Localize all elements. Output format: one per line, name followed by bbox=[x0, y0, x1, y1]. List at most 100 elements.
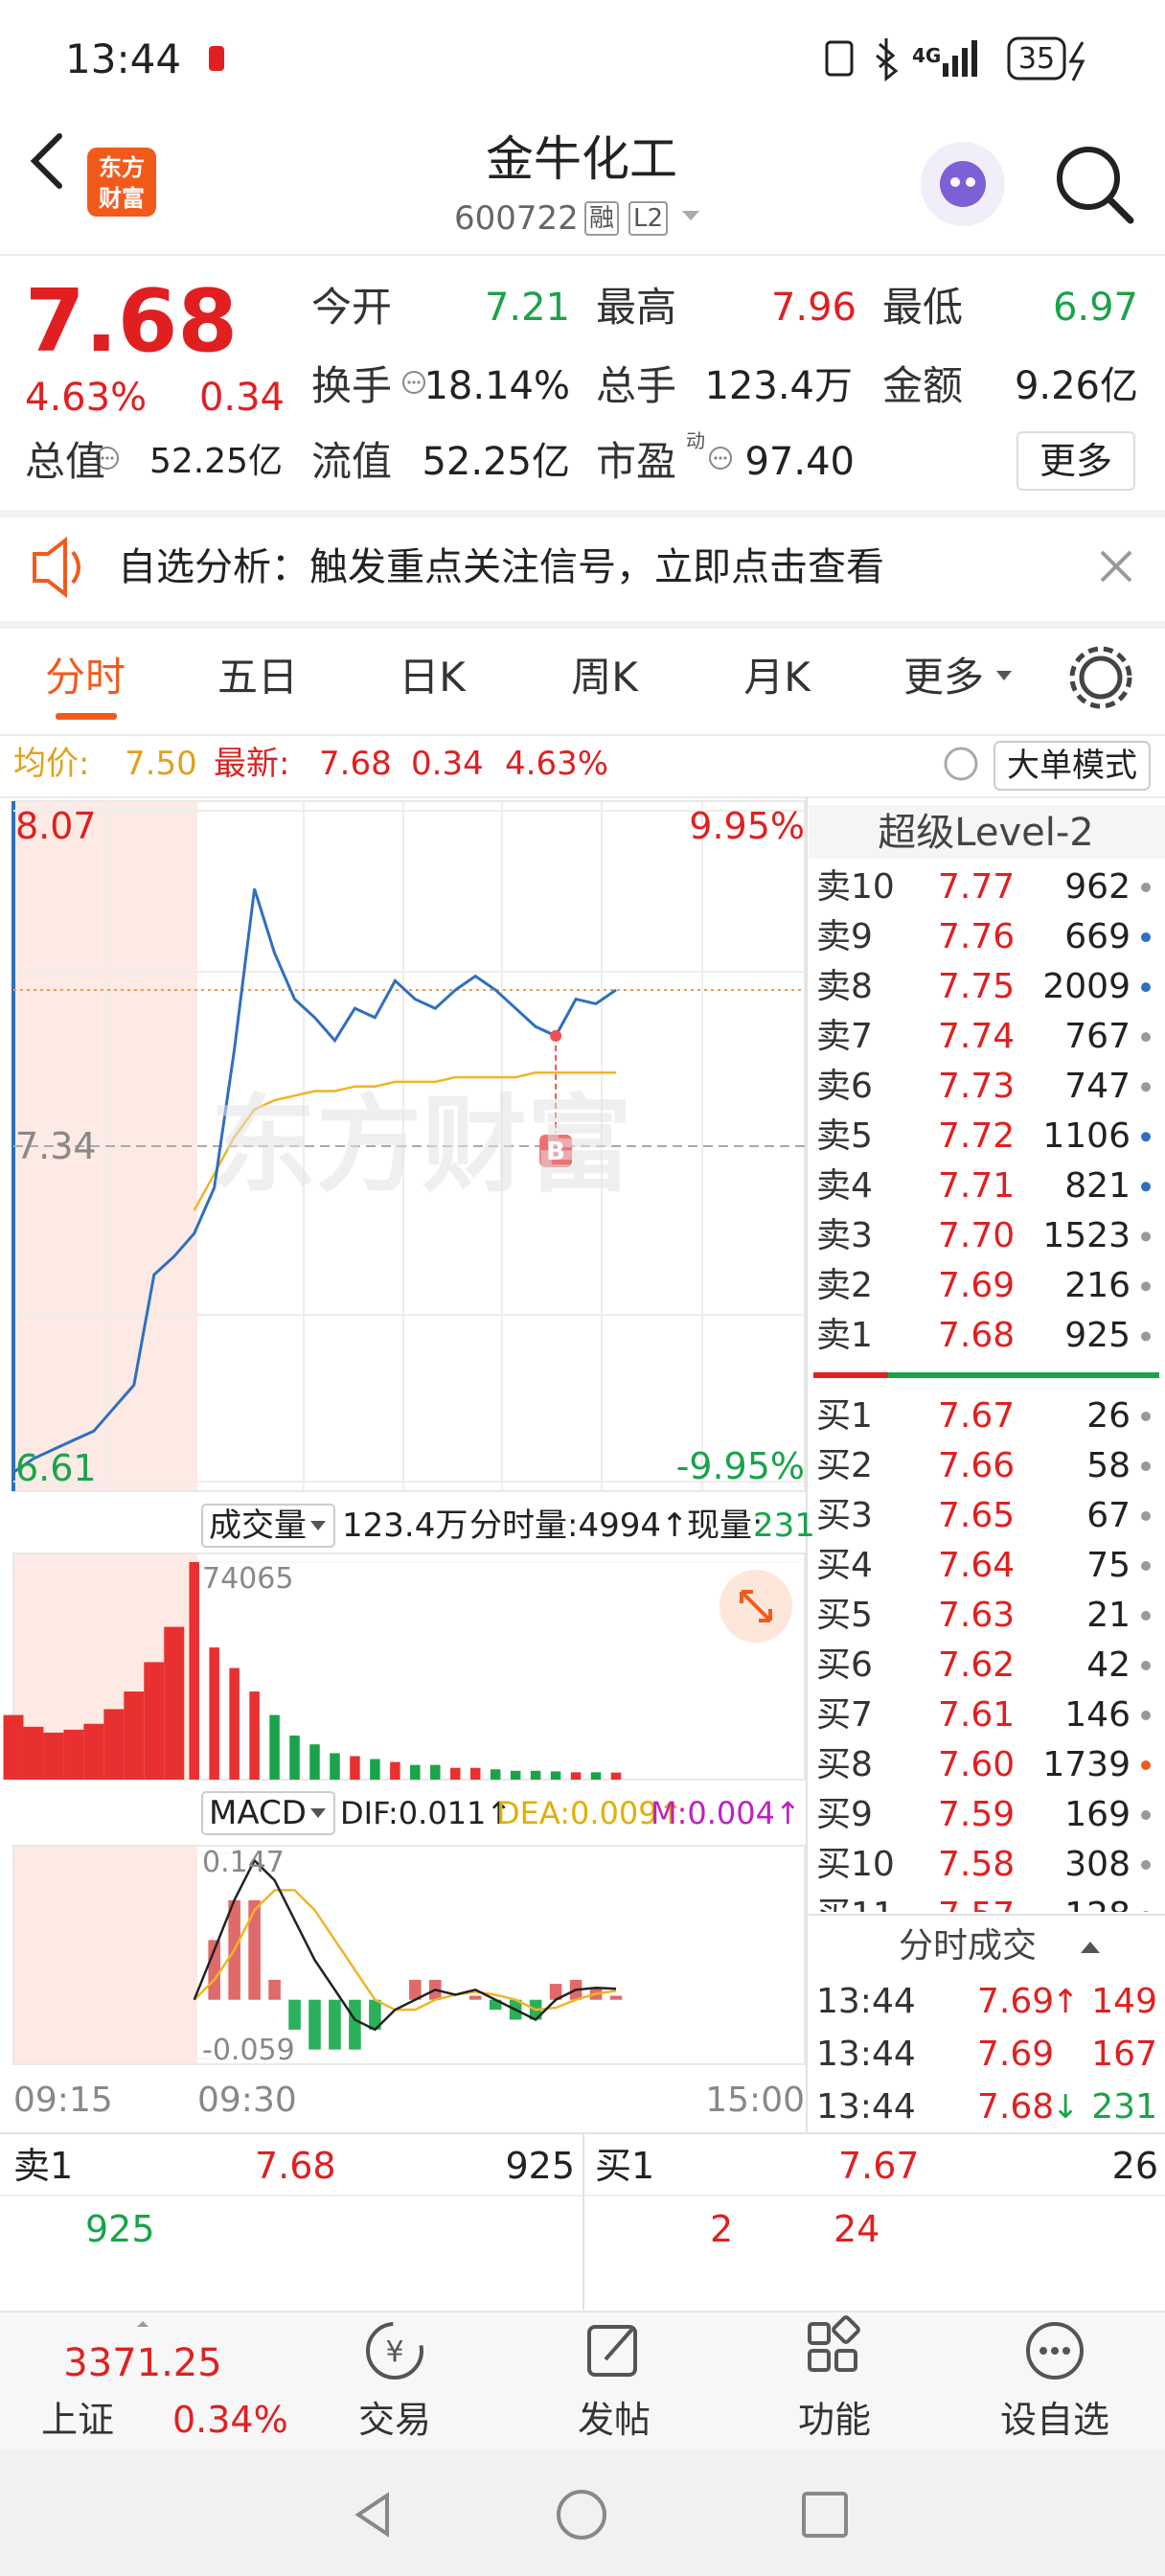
volume-bar bbox=[229, 1668, 240, 1780]
ask-price: 7.76 bbox=[938, 917, 1016, 957]
stock-name: 金牛化工 bbox=[486, 131, 677, 187]
ask-label: 卖5 bbox=[816, 1116, 873, 1157]
y-tick-label: 6.61 bbox=[15, 1447, 97, 1489]
volume-bar bbox=[390, 1761, 400, 1780]
bid-label: 买4 bbox=[816, 1546, 873, 1586]
notice-text[interactable]: 自选分析：触发重点关注信号，立即点击查看 bbox=[118, 545, 884, 589]
system-back[interactable] bbox=[326, 2482, 393, 2549]
bid-label: 买7 bbox=[816, 1695, 873, 1736]
bid-price: 7.60 bbox=[938, 1745, 1016, 1785]
macd-bar bbox=[489, 1999, 502, 2011]
bid-volume: 308 bbox=[1064, 1845, 1131, 1885]
bid-label: 买1 bbox=[816, 1396, 873, 1436]
field-value: 6.97 bbox=[1052, 286, 1138, 330]
avg-price: 7.50 bbox=[125, 745, 197, 783]
ask-volume: 669 bbox=[1064, 917, 1131, 957]
help-icon[interactable] bbox=[954, 750, 970, 777]
info-icon-dot bbox=[110, 456, 114, 460]
settings-button[interactable] bbox=[1063, 642, 1140, 715]
volume-bar bbox=[289, 1736, 300, 1780]
ask-label: 卖2 bbox=[816, 1266, 873, 1306]
search-button[interactable] bbox=[1050, 140, 1136, 226]
field-value: 7.21 bbox=[484, 286, 570, 330]
bid-price: 7.65 bbox=[938, 1496, 1016, 1536]
nav-item[interactable]: 设自选 bbox=[999, 2399, 1110, 2441]
bid-price: 7.64 bbox=[938, 1546, 1016, 1586]
volume-bar bbox=[570, 1772, 582, 1780]
volume-bar bbox=[590, 1772, 602, 1780]
volume-bar bbox=[164, 1626, 185, 1780]
logo-text: 东方 bbox=[99, 154, 145, 181]
ask-price: 7.75 bbox=[938, 967, 1016, 1007]
ask-label: 卖8 bbox=[816, 967, 873, 1007]
svg-text:¥: ¥ bbox=[385, 2335, 403, 2369]
info-icon-dot bbox=[407, 380, 411, 384]
info-icon bbox=[96, 447, 119, 470]
tab[interactable]: 更多 bbox=[902, 654, 985, 701]
ask-label: 卖4 bbox=[816, 1166, 873, 1207]
tab[interactable]: 月K bbox=[743, 654, 811, 701]
index-value[interactable]: 3371.25 bbox=[63, 2341, 222, 2385]
bid-dot bbox=[1141, 1711, 1151, 1721]
macd-bar bbox=[268, 1979, 281, 2000]
ask-volume: 821 bbox=[1064, 1166, 1131, 1207]
field-label: 最低 bbox=[882, 284, 964, 331]
close-notice[interactable] bbox=[1092, 537, 1150, 598]
status-battery: 35 bbox=[1017, 42, 1056, 76]
field-value: 52.25亿 bbox=[422, 440, 570, 484]
field-label: 市盈 bbox=[596, 438, 677, 485]
trades-title: 分时成交 bbox=[898, 1926, 1038, 1966]
ask-label: 卖6 bbox=[816, 1067, 873, 1107]
ask1-price: 7.68 bbox=[255, 2145, 336, 2187]
tab[interactable]: 分时 bbox=[44, 654, 126, 701]
last-price: 7.68 bbox=[25, 271, 239, 372]
macd-bar bbox=[369, 1999, 381, 2030]
volume-selector[interactable]: 成交量 bbox=[209, 1506, 307, 1545]
back-button[interactable] bbox=[19, 125, 77, 197]
macd-bar bbox=[468, 1995, 482, 2000]
y-tick-label: 8.07 bbox=[15, 805, 97, 847]
bid-detail: 24 bbox=[834, 2208, 880, 2250]
big-order-mode[interactable]: 大单模式 bbox=[1007, 747, 1137, 785]
volume-bar bbox=[83, 1723, 104, 1780]
tab[interactable]: 周K bbox=[571, 654, 638, 701]
bid-label: 买8 bbox=[816, 1745, 873, 1785]
bid-dot bbox=[1141, 1760, 1151, 1771]
bid-volume: 169 bbox=[1064, 1795, 1131, 1835]
assistant-button[interactable] bbox=[920, 142, 1006, 228]
volume-bar bbox=[550, 1771, 561, 1780]
volume-bar bbox=[610, 1772, 622, 1780]
bid-dot bbox=[1141, 1611, 1151, 1622]
nav-item[interactable]: 功能 bbox=[797, 2399, 872, 2441]
bid-volume: 128 bbox=[1064, 1898, 1131, 1912]
tab[interactable]: 日K bbox=[399, 654, 466, 701]
bid-label: 买6 bbox=[816, 1645, 873, 1686]
ask-volume: 962 bbox=[1064, 867, 1131, 907]
volume-bar bbox=[330, 1753, 340, 1780]
tab[interactable]: 五日 bbox=[217, 654, 299, 701]
trade-time: 13:44 bbox=[816, 1982, 916, 2021]
volume-bar bbox=[450, 1767, 461, 1780]
x-tick-label: 09:15 bbox=[13, 2081, 113, 2120]
bid-price: 7.63 bbox=[938, 1596, 1016, 1636]
ask-dot bbox=[1141, 1032, 1151, 1043]
volume-bar bbox=[370, 1759, 380, 1780]
bid-price: 7.57 bbox=[938, 1898, 1015, 1912]
ask-price: 7.73 bbox=[938, 1067, 1016, 1107]
nav-item[interactable]: 发帖 bbox=[577, 2399, 651, 2441]
bid-label: 买9 bbox=[816, 1795, 873, 1835]
bid-volume: 58 bbox=[1086, 1446, 1131, 1486]
bid1-price: 7.67 bbox=[838, 2145, 920, 2187]
system-recents[interactable] bbox=[791, 2482, 858, 2549]
bid-volume: 26 bbox=[1086, 1396, 1131, 1436]
macd-selector[interactable]: MACD bbox=[209, 1794, 307, 1832]
volume-bar bbox=[350, 1756, 360, 1780]
nav-item[interactable]: 交易 bbox=[357, 2399, 432, 2441]
volume-bar bbox=[510, 1770, 521, 1780]
macd-bar bbox=[288, 1999, 301, 2030]
ask-price: 7.69 bbox=[938, 1266, 1016, 1306]
dif-line bbox=[193, 1858, 617, 2032]
bid-dot bbox=[1141, 1810, 1151, 1821]
more-button[interactable]: 更多 bbox=[1016, 431, 1136, 491]
system-home[interactable] bbox=[546, 2482, 617, 2549]
